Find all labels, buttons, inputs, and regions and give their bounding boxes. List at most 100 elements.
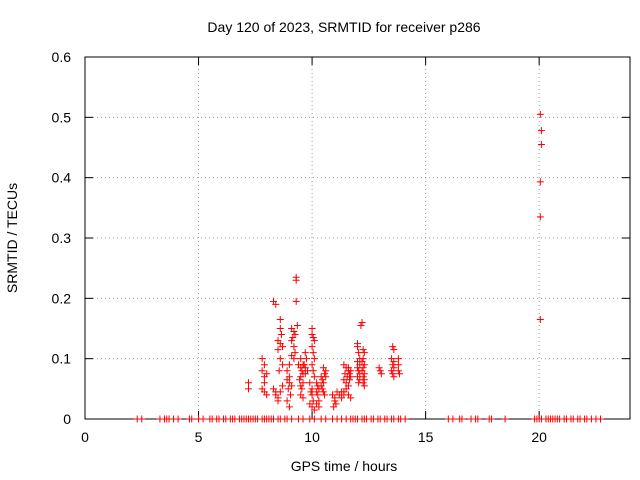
data-point <box>308 331 316 339</box>
data-point <box>536 178 544 186</box>
data-point <box>298 385 306 393</box>
data-point <box>290 343 298 351</box>
data-point <box>308 361 316 369</box>
data-point <box>536 110 544 118</box>
data-point <box>487 415 495 423</box>
data-point <box>389 343 397 351</box>
data-point <box>309 367 317 375</box>
data-point <box>394 367 402 375</box>
data-point <box>284 385 292 393</box>
data-point <box>302 355 310 363</box>
data-point <box>292 297 300 305</box>
data-point <box>300 361 308 369</box>
data-point <box>138 415 146 423</box>
data-point <box>260 379 268 387</box>
data-point <box>390 346 398 354</box>
data-point <box>358 318 366 326</box>
data-point <box>376 367 384 375</box>
axis-ticks: 0 0.1 0.2 0.3 0.4 0.5 0.6 0 5 10 15 20 <box>52 49 630 445</box>
data-point <box>596 415 604 423</box>
data-point <box>188 415 196 423</box>
data-point <box>360 349 368 357</box>
x-tick-label: 10 <box>304 429 320 445</box>
data-point <box>287 391 295 399</box>
data-point <box>288 337 296 345</box>
data-point <box>501 415 509 423</box>
data-point <box>301 370 309 378</box>
data-point <box>277 331 285 339</box>
data-point <box>291 349 299 357</box>
data-point <box>359 379 367 387</box>
data-point <box>322 415 330 423</box>
data-point <box>283 367 291 375</box>
data-point <box>322 373 330 381</box>
data-point <box>276 388 284 396</box>
data-point <box>245 385 252 393</box>
y-tick-label: 0.5 <box>52 109 72 125</box>
data-point <box>347 394 355 402</box>
data-point <box>347 367 355 375</box>
data-point <box>388 367 396 375</box>
data-point <box>354 343 361 351</box>
data-point <box>389 370 397 378</box>
data-point <box>359 355 367 363</box>
data-point <box>377 370 385 378</box>
data-point <box>288 415 296 423</box>
data-point <box>394 355 402 363</box>
data-point <box>313 388 321 396</box>
data-point <box>360 382 368 390</box>
data-point <box>309 349 317 357</box>
data-point <box>360 361 368 369</box>
data-point <box>199 415 207 423</box>
data-point <box>346 376 354 384</box>
data-point <box>285 361 293 369</box>
data-point <box>308 325 316 332</box>
y-tick-label: 0.2 <box>52 290 72 306</box>
data-point <box>321 370 329 378</box>
data-point <box>390 373 398 381</box>
data-point <box>536 213 544 221</box>
x-tick-label: 5 <box>195 429 203 445</box>
data-point <box>308 385 316 393</box>
data-point <box>474 415 482 423</box>
data-point <box>293 321 301 329</box>
data-point <box>314 391 322 399</box>
data-point <box>292 276 300 284</box>
data-point <box>299 415 307 423</box>
data-point <box>288 382 296 390</box>
data-point <box>359 364 367 372</box>
data-point <box>319 388 327 396</box>
data-point <box>331 397 339 405</box>
data-point <box>301 349 309 357</box>
x-axis-label: GPS time / hours <box>291 458 398 474</box>
data-point <box>330 403 338 411</box>
data-point <box>297 382 305 390</box>
data-point <box>537 140 545 148</box>
data-point <box>360 376 368 384</box>
data-point <box>394 361 402 369</box>
data-point <box>321 391 329 399</box>
data-point <box>260 361 268 369</box>
data-point <box>258 367 266 375</box>
data-point <box>276 325 284 332</box>
data-point <box>346 370 354 378</box>
data-point <box>290 355 298 363</box>
data-point <box>310 415 318 423</box>
data-point <box>276 315 284 323</box>
data-point <box>458 415 466 423</box>
data-point <box>310 355 318 363</box>
data-point <box>310 337 318 345</box>
data-point <box>357 321 365 329</box>
data-point <box>299 394 307 402</box>
data-point <box>322 367 330 375</box>
y-tick-label: 0.4 <box>52 170 72 186</box>
data-point <box>308 343 316 351</box>
data-point <box>317 382 325 390</box>
data-point <box>375 364 383 372</box>
data-point <box>315 403 323 411</box>
x-tick-label: 15 <box>418 429 434 445</box>
data-point <box>390 358 398 366</box>
data-point <box>309 334 317 342</box>
y-tick-label: 0.6 <box>52 49 72 65</box>
y-tick-label: 0 <box>63 411 71 427</box>
